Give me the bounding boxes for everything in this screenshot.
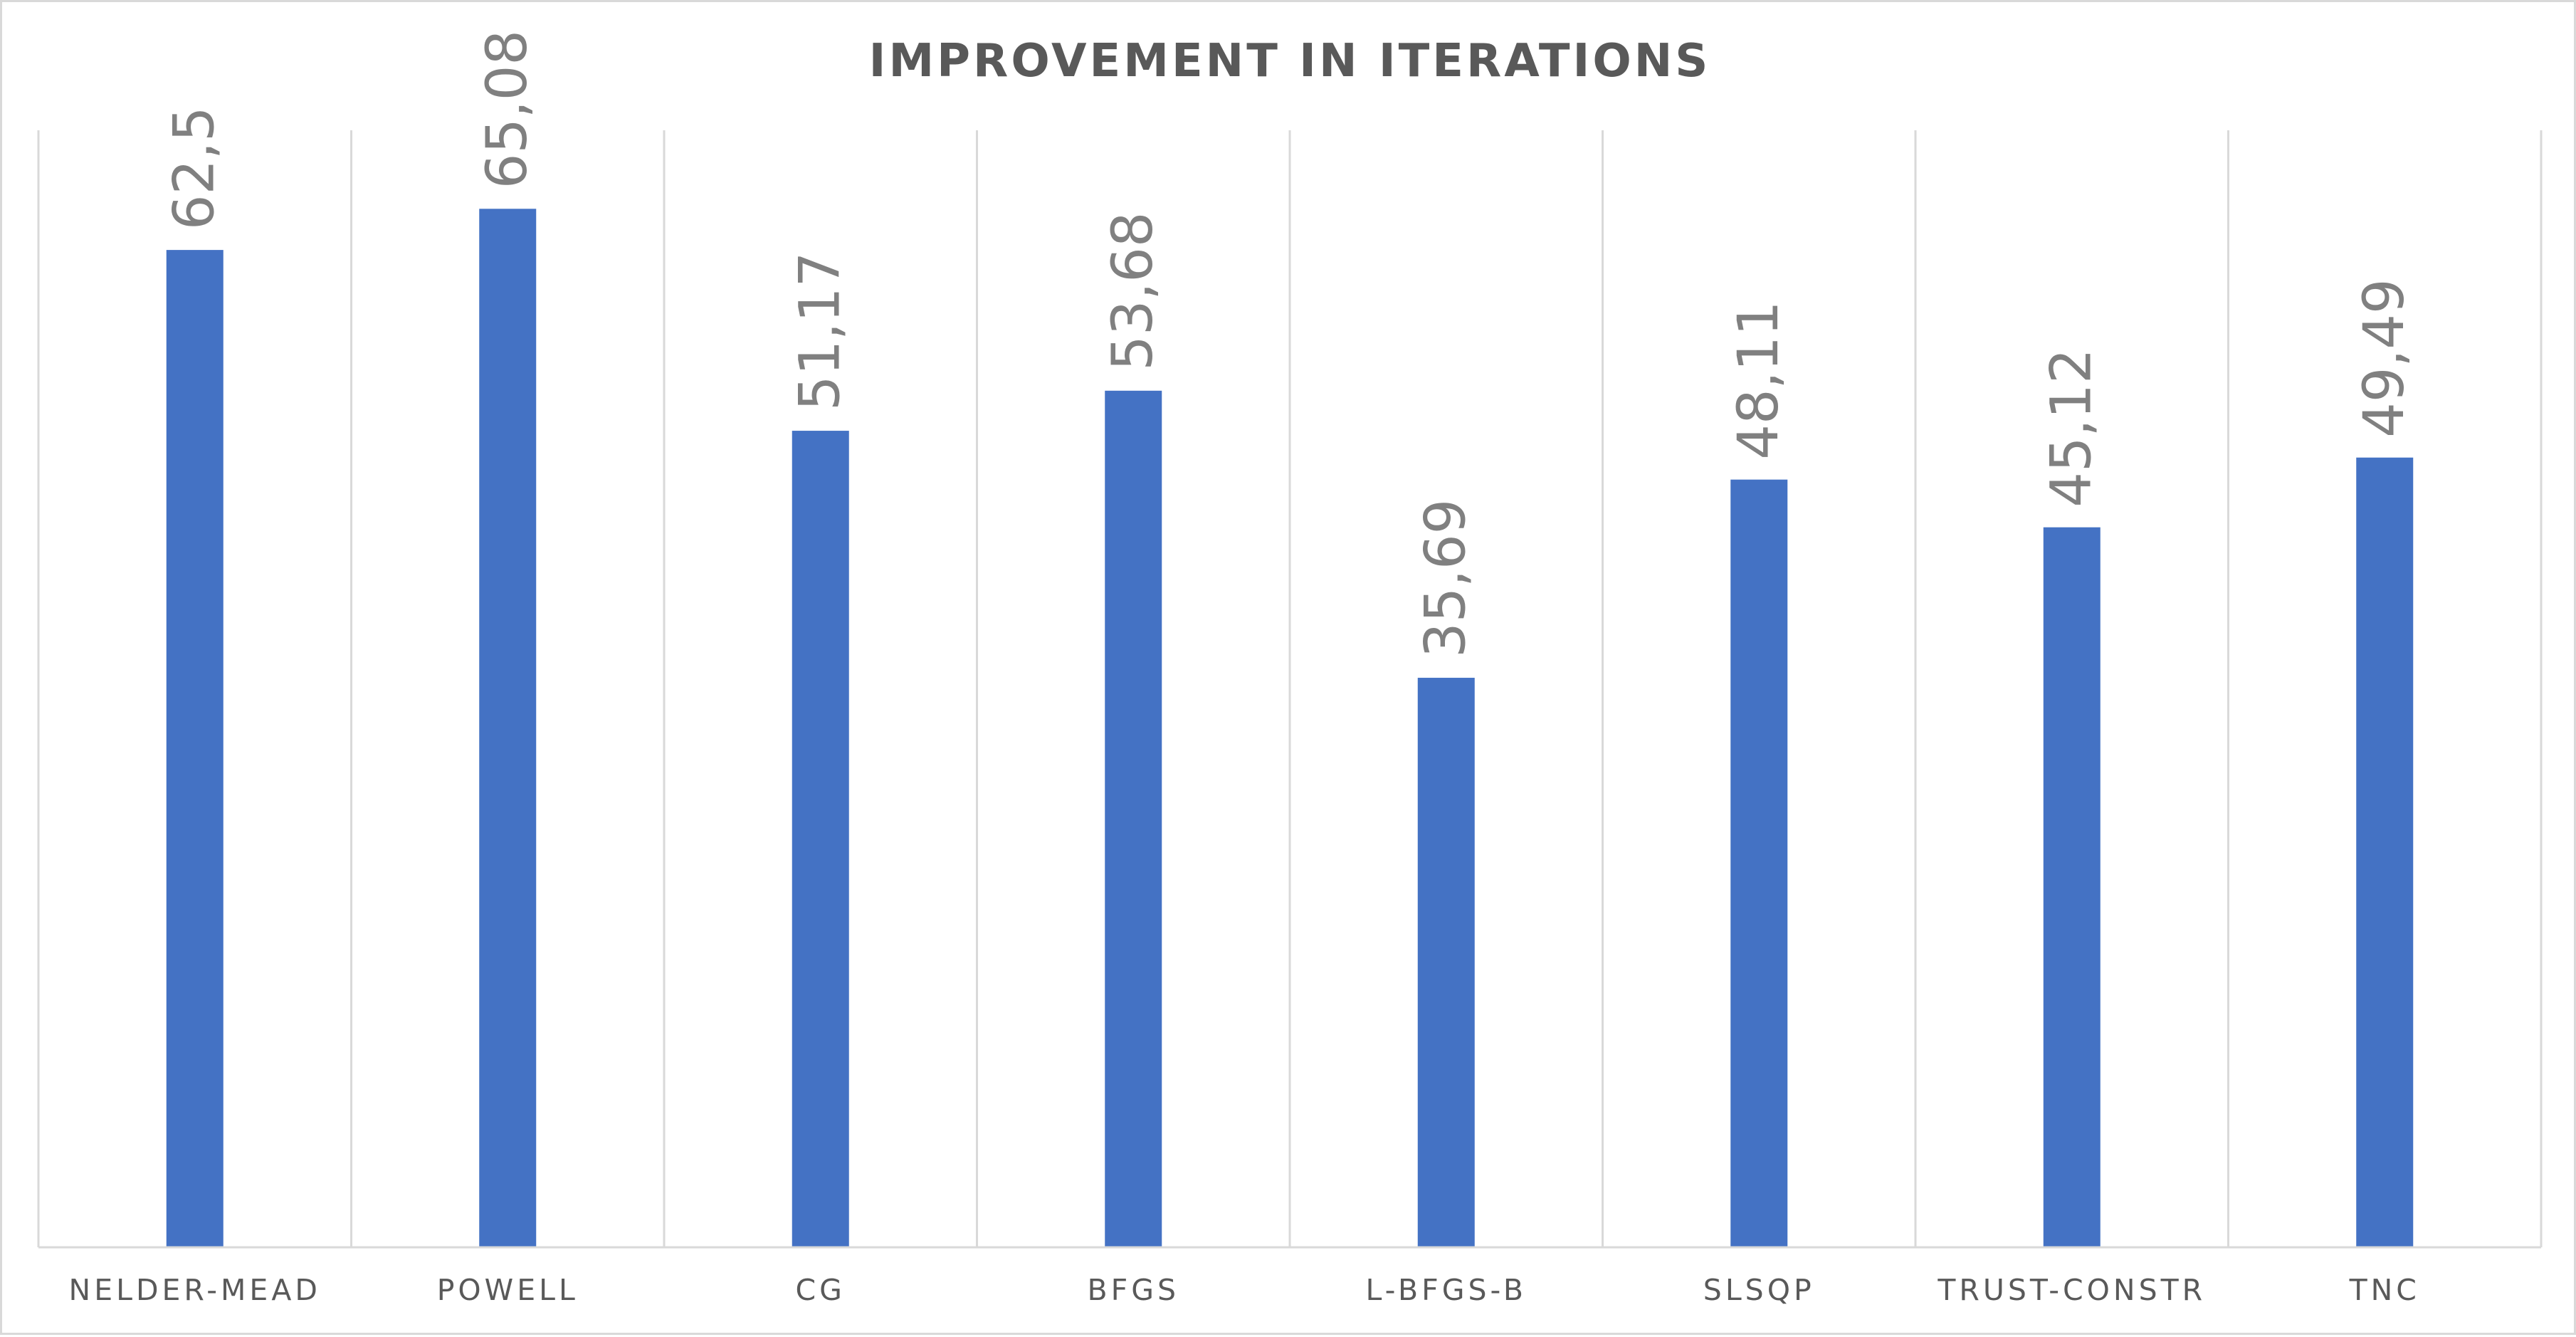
gridlines [37, 130, 2543, 1247]
category-label: CG [796, 1273, 846, 1307]
bars [166, 209, 2414, 1248]
data-label: 65,08 [475, 30, 540, 189]
data-label: 45,12 [2040, 348, 2104, 507]
category-labels: NELDER-MEAD POWELL CG BFGS L-BFGS-B SLSQP TRUS… [69, 1273, 2420, 1307]
category-label: BFGS [1087, 1273, 1179, 1307]
bar-trust-constr [2043, 527, 2101, 1247]
category-label: SLSQP [1703, 1273, 1815, 1307]
category-label: L-BFGS-B [1366, 1273, 1527, 1307]
data-label: 53,68 [1101, 211, 1165, 370]
data-label: 49,49 [2352, 278, 2417, 437]
data-label: 48,11 [1727, 300, 1791, 459]
chart-title: IMPROVEMENT IN ITERATIONS [869, 35, 1711, 88]
category-label: TNC [2349, 1273, 2420, 1307]
category-label: TRUST-CONSTR [1937, 1273, 2206, 1307]
category-label: POWELL [437, 1273, 579, 1307]
bar-nelder-mead [166, 250, 224, 1247]
bar-cg [792, 431, 849, 1247]
data-label: 35,69 [1414, 499, 1478, 658]
category-label: NELDER-MEAD [69, 1273, 321, 1307]
bar-powell [479, 209, 537, 1247]
bar-l-bfgs-b [1417, 678, 1475, 1247]
data-label: 62,5 [163, 106, 227, 230]
bar-bfgs [1105, 390, 1162, 1247]
data-labels: 62,5 65,08 51,17 53,68 35,69 48,11 45,12 49,49 [163, 30, 2417, 658]
bar-slsqp [1730, 479, 1788, 1248]
bar-tnc [2356, 457, 2414, 1247]
data-label: 51,17 [789, 252, 853, 411]
